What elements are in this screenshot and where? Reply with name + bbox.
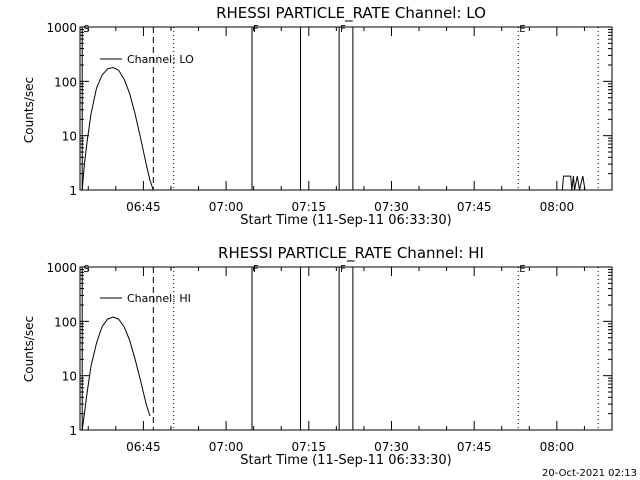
series-lines <box>81 316 151 431</box>
annotation-label: F <box>340 24 346 35</box>
lo-channel-panel: RHESSI PARTICLE_RATE Channel: LO Counts/… <box>22 4 613 228</box>
series-line <box>81 316 151 431</box>
y-tick-label: 1 <box>69 184 77 198</box>
legend: Channel: LO <box>100 53 194 66</box>
y-axis-label: Counts/sec <box>22 77 36 143</box>
y-tick-label: 10 <box>62 370 77 384</box>
annotation-label: F <box>340 264 346 275</box>
x-tick-label: 06:45 <box>126 200 161 214</box>
annotation-label: F <box>253 24 259 35</box>
x-tick-label: 07:15 <box>291 200 326 214</box>
annotation-label: S <box>83 264 89 275</box>
x-tick-label: 07:00 <box>209 200 244 214</box>
x-tick-label: 08:00 <box>540 440 575 454</box>
x-tick-label: 08:00 <box>540 200 575 214</box>
x-tick-label: 07:45 <box>457 200 492 214</box>
legend-label: Channel: LO <box>127 53 194 66</box>
hi-channel-panel: RHESSI PARTICLE_RATE Channel: HI Counts/… <box>22 244 613 468</box>
annotation-label: E <box>519 264 525 275</box>
x-tick-label: 07:30 <box>374 440 409 454</box>
y-tick-label: 1 <box>69 424 77 438</box>
plot-frame <box>79 266 613 431</box>
x-tick-label: 06:45 <box>126 440 161 454</box>
y-tick-label: 100 <box>54 315 77 329</box>
legend-label: Channel: HI <box>127 292 191 305</box>
y-axis-label: Counts/sec <box>22 316 36 382</box>
y-tick-label: 100 <box>54 75 77 89</box>
legend: Channel: HI <box>100 292 191 305</box>
plot-axes: 1 10 100 1000 06:45 07:00 07:15 07:30 07:45 08:00 <box>46 261 613 454</box>
x-axis-label: Start Time (11-Sep-11 06:33:30) <box>240 213 451 228</box>
y-tick-label: 1000 <box>46 261 77 275</box>
annotation-label: S <box>83 24 89 35</box>
plot-frame <box>79 26 613 191</box>
series-line <box>561 175 586 191</box>
series-line <box>81 66 154 191</box>
annotation-label: F <box>253 264 259 275</box>
annotation-label: E <box>519 24 525 35</box>
y-tick-label: 1000 <box>46 21 77 35</box>
x-tick-label: 07:00 <box>209 440 244 454</box>
x-tick-label: 07:15 <box>291 440 326 454</box>
x-axis-label: Start Time (11-Sep-11 06:33:30) <box>240 453 451 468</box>
y-tick-label: 10 <box>62 130 77 144</box>
footer-timestamp: 20-Oct-2021 02:13 <box>542 468 637 479</box>
chart-title: RHESSI PARTICLE_RATE Channel: HI <box>218 244 484 263</box>
x-tick-label: 07:45 <box>457 440 492 454</box>
chart-title: RHESSI PARTICLE_RATE Channel: LO <box>216 4 486 23</box>
x-tick-label: 07:30 <box>374 200 409 214</box>
plot-axes: 1 10 100 1000 06:45 07:00 07:15 07:30 07:45 08:00 <box>46 21 613 214</box>
series-lines <box>81 66 586 191</box>
